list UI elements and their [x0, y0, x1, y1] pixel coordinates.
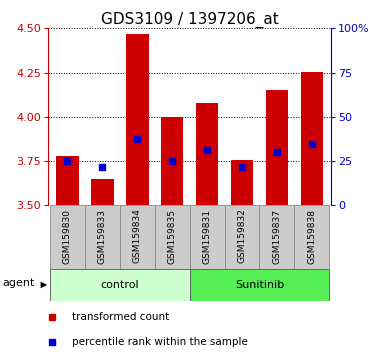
Text: GSM159838: GSM159838 — [307, 209, 316, 263]
Text: GSM159834: GSM159834 — [133, 209, 142, 263]
Bar — [50, 269, 190, 301]
Bar — [266, 90, 288, 205]
Bar — [161, 117, 184, 205]
Bar — [155, 205, 190, 269]
Text: Sunitinib: Sunitinib — [235, 280, 284, 290]
Text: agent: agent — [3, 278, 35, 289]
Bar — [295, 205, 329, 269]
Bar — [190, 269, 329, 301]
Text: control: control — [100, 280, 139, 290]
Title: GDS3109 / 1397206_at: GDS3109 / 1397206_at — [101, 12, 278, 28]
Bar — [196, 103, 218, 205]
Text: GSM159832: GSM159832 — [238, 209, 246, 263]
Text: GSM159830: GSM159830 — [63, 209, 72, 263]
Text: GSM159831: GSM159831 — [203, 209, 212, 263]
Bar — [301, 72, 323, 205]
Bar — [56, 156, 79, 205]
Bar — [259, 205, 295, 269]
Text: percentile rank within the sample: percentile rank within the sample — [72, 337, 248, 347]
Text: GSM159833: GSM159833 — [98, 209, 107, 263]
Text: transformed count: transformed count — [72, 312, 170, 322]
Bar — [126, 34, 149, 205]
Bar — [231, 160, 253, 205]
Bar — [190, 205, 224, 269]
Bar — [120, 205, 155, 269]
Bar — [91, 179, 114, 205]
Bar — [50, 205, 85, 269]
Text: GSM159837: GSM159837 — [273, 209, 281, 263]
Text: GSM159835: GSM159835 — [167, 209, 177, 263]
Bar — [85, 205, 120, 269]
Bar — [224, 205, 259, 269]
